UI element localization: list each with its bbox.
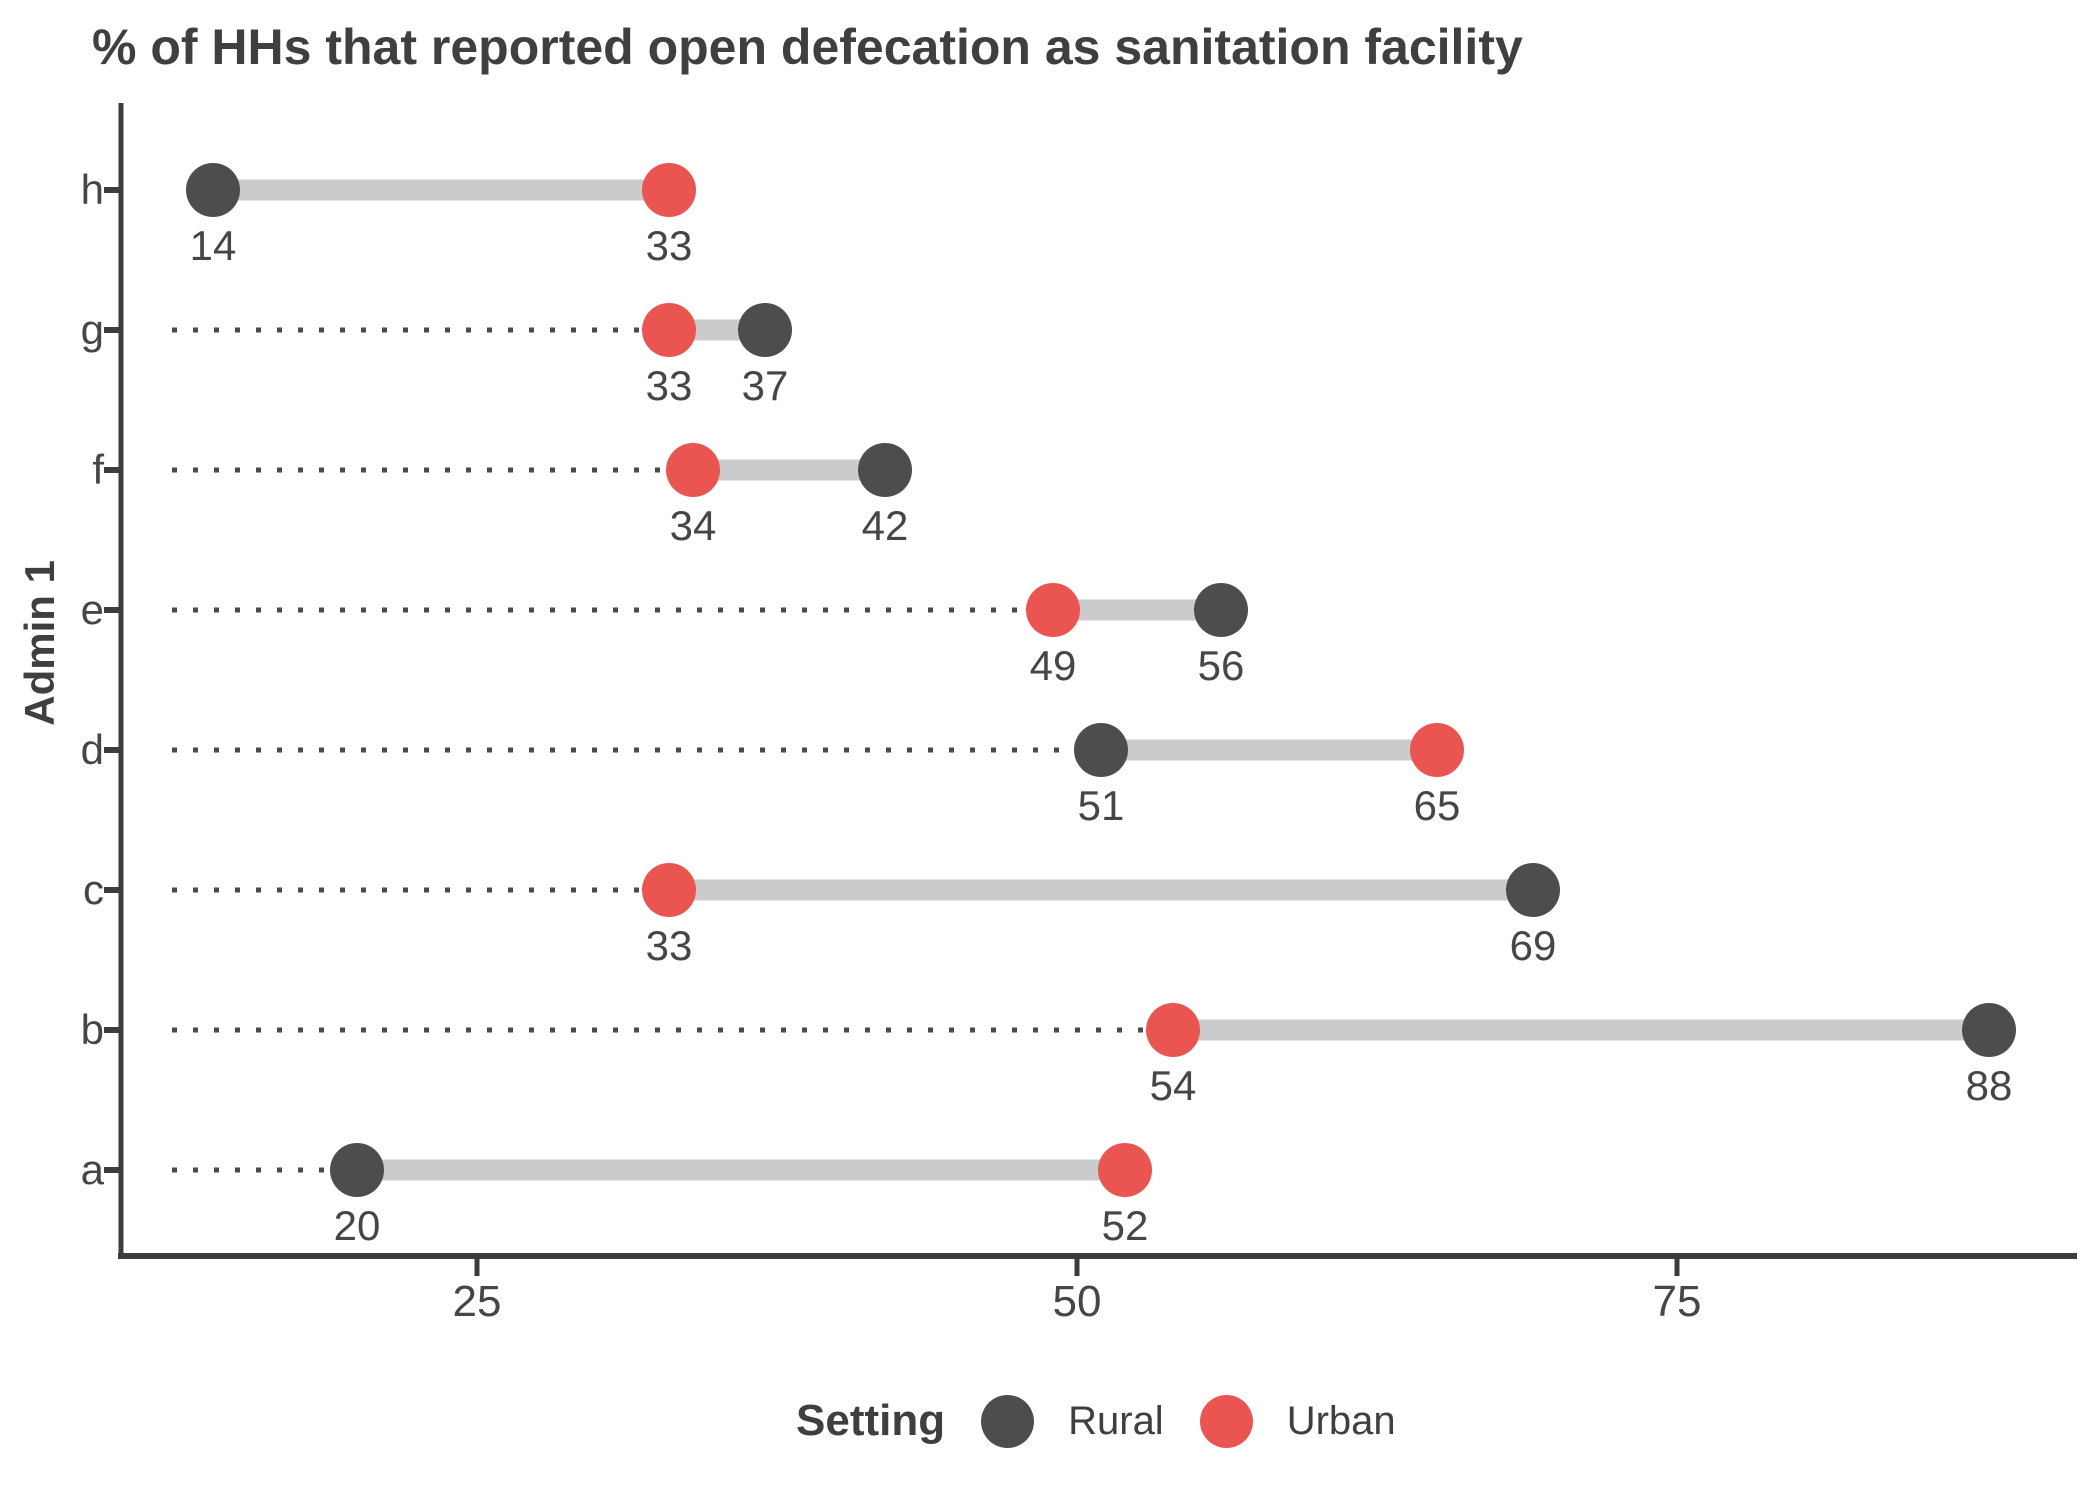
- rural-value-label: 69: [1510, 922, 1557, 969]
- urban-dot: [642, 303, 696, 357]
- y-category-label: h: [81, 166, 104, 213]
- rural-dot: [1194, 583, 1248, 637]
- urban-dot-icon: [1199, 1394, 1253, 1448]
- rural-dot: [186, 163, 240, 217]
- dumbbell-plot: 25 50 75 h 14 33 g 37 33 f 42 34 e 56 49 d 51 65 c 69 33 b 88 5…: [81, 103, 2077, 1326]
- rural-value-label: 42: [862, 502, 909, 549]
- y-category-label: e: [81, 586, 104, 633]
- rural-value-label: 14: [190, 222, 237, 269]
- rural-dot-icon: [981, 1394, 1035, 1448]
- x-tick-label: 50: [1053, 1277, 1102, 1326]
- urban-value-label: 34: [670, 502, 717, 549]
- rural-value-label: 88: [1966, 1062, 2013, 1109]
- urban-value-label: 52: [1102, 1202, 1149, 1249]
- chart-title: % of HHs that reported open defecation a…: [92, 19, 1523, 75]
- urban-dot: [666, 443, 720, 497]
- urban-dot: [642, 163, 696, 217]
- rural-dot: [1962, 1003, 2016, 1057]
- urban-dot: [1026, 583, 1080, 637]
- rural-value-label: 20: [334, 1202, 381, 1249]
- legend-title: Setting: [796, 1396, 946, 1445]
- rural-dot: [1074, 723, 1128, 777]
- y-category-label: b: [81, 1006, 104, 1053]
- urban-dot: [1146, 1003, 1200, 1057]
- rural-dot: [738, 303, 792, 357]
- y-category-label: a: [81, 1146, 105, 1193]
- rural-value-label: 51: [1078, 782, 1125, 829]
- x-tick-label: 75: [1653, 1277, 1702, 1326]
- y-category-label: d: [81, 726, 104, 773]
- urban-value-label: 65: [1414, 782, 1461, 829]
- y-category-label: g: [81, 306, 104, 353]
- urban-dot: [1410, 723, 1464, 777]
- rural-dot: [858, 443, 912, 497]
- urban-value-label: 33: [646, 362, 693, 409]
- urban-dot: [642, 863, 696, 917]
- y-category-label: c: [83, 866, 104, 913]
- legend-entry-urban: Urban: [1199, 1394, 1396, 1448]
- rural-dot: [1506, 863, 1560, 917]
- urban-value-label: 33: [646, 922, 693, 969]
- rural-value-label: 37: [742, 362, 789, 409]
- rural-value-label: 56: [1198, 642, 1245, 689]
- urban-dot: [1098, 1143, 1152, 1197]
- legend-entry-rural: Rural: [981, 1394, 1164, 1448]
- legend: Setting Rural Urban: [796, 1386, 1396, 1456]
- legend-label-rural: Rural: [1068, 1398, 1164, 1443]
- legend-label-urban: Urban: [1286, 1398, 1396, 1443]
- urban-value-label: 54: [1150, 1062, 1197, 1109]
- y-category-label: f: [92, 446, 104, 493]
- x-tick-label: 25: [453, 1277, 502, 1326]
- urban-value-label: 33: [646, 222, 693, 269]
- urban-value-label: 49: [1030, 642, 1077, 689]
- rural-dot: [330, 1143, 384, 1197]
